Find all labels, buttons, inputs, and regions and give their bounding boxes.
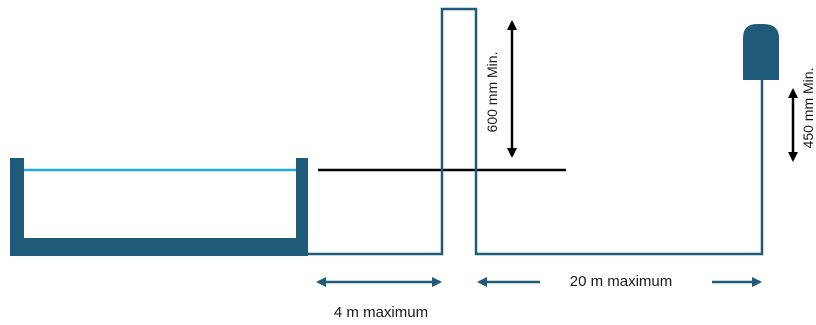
- horizontal-limit-2-label: 20 m maximum: [570, 273, 673, 290]
- device-height-label: 450 mm Min.: [800, 68, 816, 149]
- device-unit: [743, 24, 779, 80]
- horizontal-limit-1-label: 4 m maximum: [334, 304, 428, 321]
- tank-right-wall: [296, 158, 308, 256]
- tank: [10, 158, 308, 256]
- tank-left-wall: [10, 158, 24, 256]
- pipe-run: [308, 7, 764, 256]
- tank-floor: [10, 238, 308, 256]
- clearance-label: 600 mm Min.: [484, 52, 500, 133]
